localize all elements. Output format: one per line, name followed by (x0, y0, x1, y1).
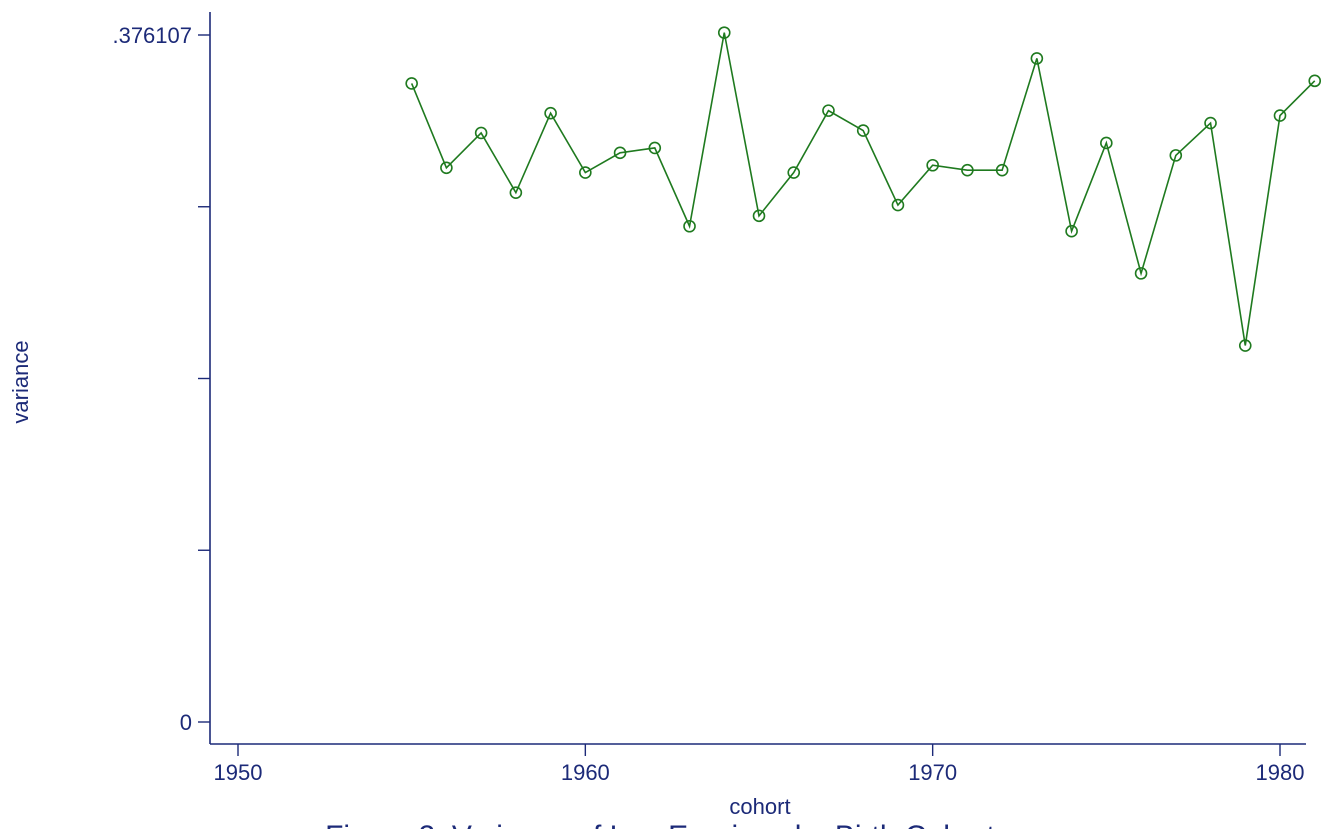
x-tick-label-0: 1950 (214, 760, 263, 785)
x-tick-label-1: 1960 (561, 760, 610, 785)
data-point-1979 (1238, 339, 1252, 352)
data-point-1980 (1273, 109, 1287, 122)
data-point-1964 (717, 26, 731, 39)
data-point-1981 (1308, 74, 1322, 88)
y-tick-label-4: .376107 (112, 23, 192, 48)
data-point-1962 (648, 141, 662, 155)
y-axis-title: variance (8, 340, 33, 423)
x-tick-label-3: 1980 (1256, 760, 1305, 785)
data-point-1973 (1030, 52, 1044, 65)
data-point-1957 (474, 126, 488, 140)
data-point-1955 (405, 77, 418, 90)
data-point-1976 (1134, 267, 1148, 280)
data-point-1966 (787, 166, 801, 179)
data-point-1965 (752, 209, 766, 223)
x-axis-title: cohort (729, 794, 790, 819)
data-point-1970 (926, 158, 939, 172)
data-point-1958 (509, 186, 523, 199)
data-point-1978 (1204, 116, 1217, 130)
data-point-1967 (822, 104, 835, 117)
data-point-1969 (891, 198, 905, 212)
axes (209, 12, 1306, 745)
data-point-1968 (856, 124, 870, 137)
series (405, 26, 1322, 352)
data-point-1963 (683, 219, 696, 233)
data-point-1961 (613, 146, 627, 160)
figure-caption: Figure 2. Variance of Log Earnings by Bi… (325, 820, 995, 829)
data-point-1977 (1169, 149, 1183, 162)
data-point-1972 (995, 163, 1009, 177)
data-point-1974 (1065, 224, 1078, 238)
series-line-0 (410, 32, 1316, 346)
y-ticks: 0 .376107 (112, 23, 210, 735)
data-point-1956 (440, 161, 453, 175)
x-ticks: 1950 1960 1970 1980 (214, 744, 1305, 785)
data-point-1960 (579, 166, 592, 179)
x-tick-label-2: 1970 (908, 760, 957, 785)
y-tick-label-0: 0 (180, 710, 192, 735)
data-point-1959 (544, 106, 557, 120)
data-point-1971 (961, 163, 974, 177)
data-point-1975 (1100, 136, 1113, 150)
